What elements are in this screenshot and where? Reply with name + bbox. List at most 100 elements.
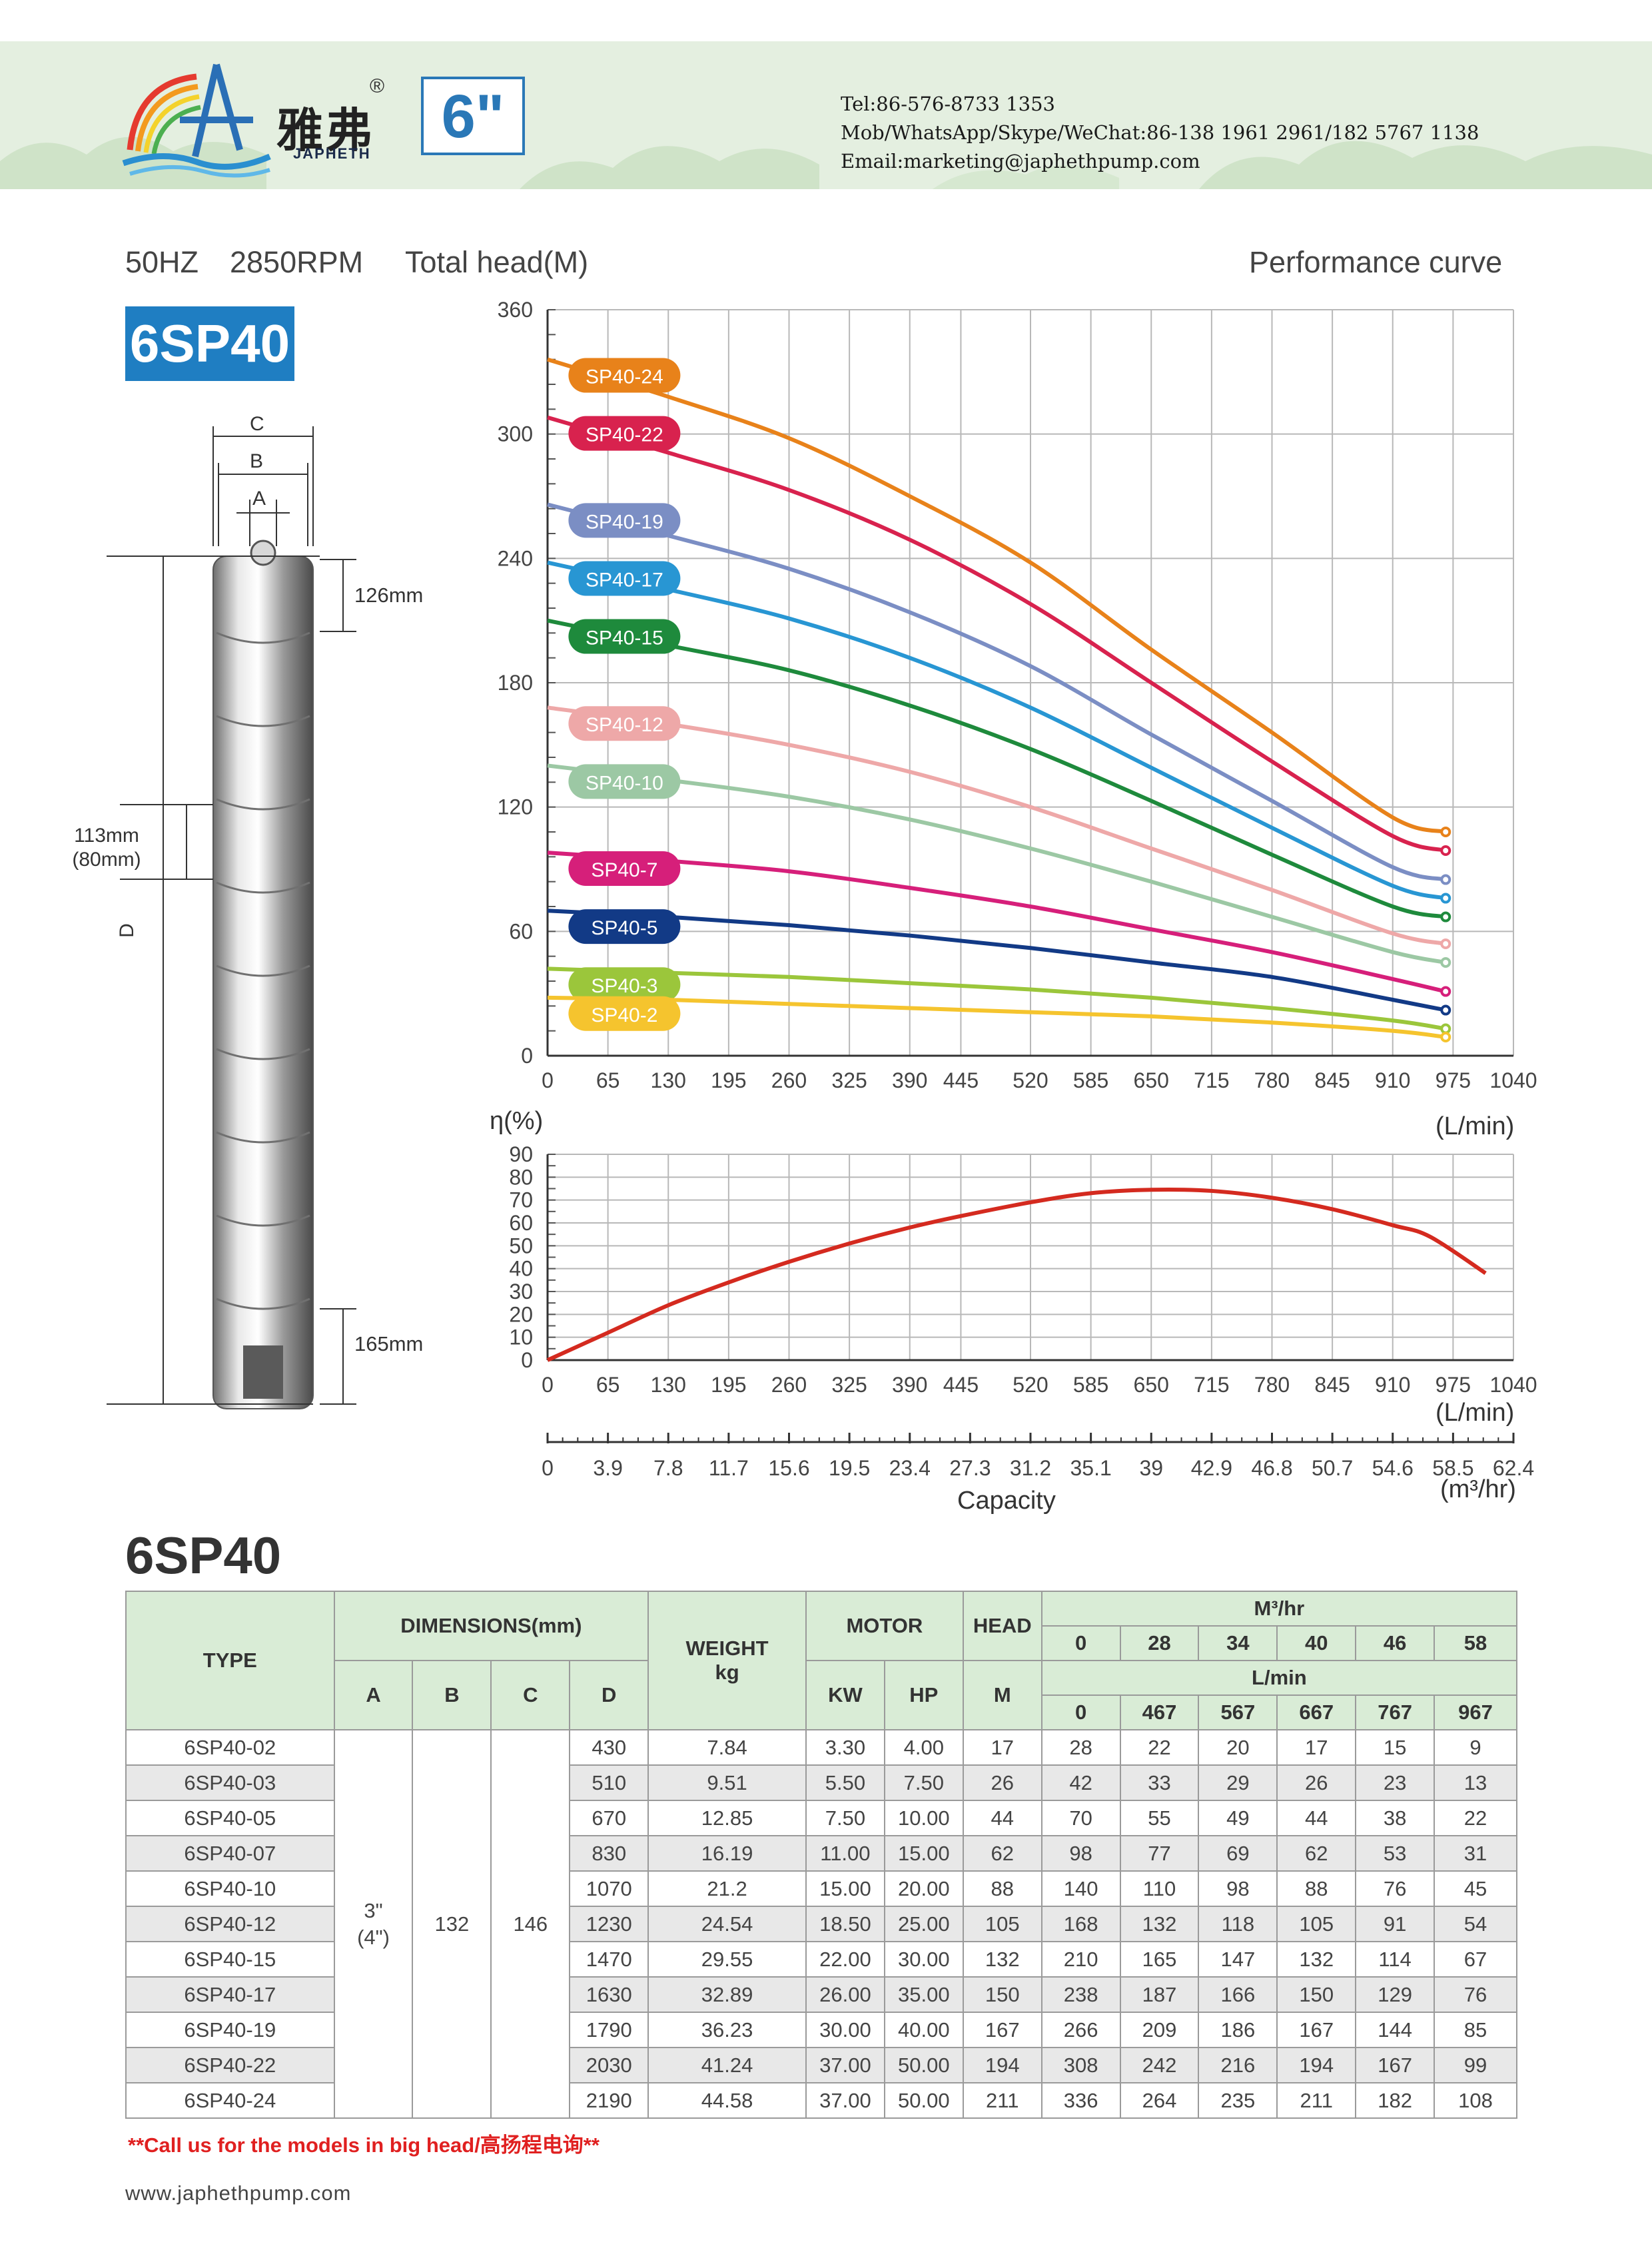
cell-type: 6SP40-17 bbox=[125, 1976, 335, 2013]
cell-flow: 33 bbox=[1119, 1764, 1200, 1801]
cell-weight: 21.2 bbox=[647, 1870, 807, 1907]
table-row: 6SP40-22 2030 41.24 37.00 50.00 194 308 242 216 1… bbox=[125, 2047, 1517, 2083]
cell-flow: 69 bbox=[1198, 1835, 1278, 1872]
head-curve-line bbox=[547, 415, 1447, 853]
cell-flow: 99 bbox=[1434, 2047, 1517, 2083]
contact-mobile: Mob/WhatsApp/Skype/WeChat:86-138 1961 29… bbox=[841, 121, 1479, 144]
dimension-a-label: A bbox=[252, 488, 266, 510]
cell-weight: 16.19 bbox=[647, 1835, 807, 1872]
cell-type: 6SP40-19 bbox=[125, 2012, 335, 2048]
series-label-text: SP40-17 bbox=[586, 569, 663, 591]
efficiency-x-tick-label: 715 bbox=[1194, 1373, 1229, 1397]
efficiency-x-tick-label: 650 bbox=[1134, 1373, 1169, 1397]
efficiency-y-tick-label: 60 bbox=[509, 1211, 533, 1235]
head-x-tick-label: 650 bbox=[1134, 1068, 1169, 1092]
dimension-d-label: D bbox=[115, 923, 138, 938]
table-row: 6SP40-03 510 9.51 5.50 7.50 26 42 33 29 26 23 13 bbox=[125, 1764, 1517, 1801]
head-curve-end-marker bbox=[1440, 1032, 1451, 1042]
head-x-tick-label: 130 bbox=[651, 1068, 686, 1092]
head-y-tick-label: 60 bbox=[509, 919, 533, 943]
frequency-label: 50HZ bbox=[125, 245, 199, 279]
cell-flow: 211 bbox=[1276, 2082, 1357, 2119]
cell-head: 105 bbox=[962, 1906, 1042, 1942]
series-label-text: SP40-15 bbox=[586, 627, 663, 649]
capacity-axis-title: Capacity bbox=[957, 1487, 1056, 1515]
brand-name-english: JAPHETH bbox=[293, 145, 371, 162]
cell-flow: 194 bbox=[1276, 2047, 1357, 2083]
head-curve-line bbox=[547, 851, 1446, 994]
cell-flow: 150 bbox=[1276, 1976, 1357, 2013]
efficiency-x-tick-label: 1040 bbox=[1489, 1373, 1537, 1397]
dimension-c-label: C bbox=[250, 413, 264, 435]
capacity-tick-label: 27.3 bbox=[949, 1456, 991, 1480]
table-row: 6SP40-05 670 12.85 7.50 10.00 44 70 55 49 44 38 22 bbox=[125, 1800, 1517, 1836]
cell-flow: 13 bbox=[1434, 1764, 1517, 1801]
cell-weight: 29.55 bbox=[647, 1941, 807, 1978]
head-x-tick-label: 975 bbox=[1436, 1068, 1471, 1092]
cell-flow: 42 bbox=[1040, 1764, 1121, 1801]
head-x-tick-label: 585 bbox=[1073, 1068, 1108, 1092]
header-dim-a: A bbox=[333, 1660, 414, 1730]
banner-background bbox=[0, 41, 1652, 189]
header-dim-b: B bbox=[412, 1660, 492, 1730]
efficiency-x-tick-label: 845 bbox=[1314, 1373, 1350, 1397]
cell-type: 6SP40-03 bbox=[125, 1764, 335, 1801]
head-x-tick-label: 520 bbox=[1013, 1068, 1048, 1092]
table-row: 6SP40-12 1230 24.54 18.50 25.00 105 168 132 118 1… bbox=[125, 1906, 1517, 1942]
efficiency-y-tick-label: 20 bbox=[509, 1302, 533, 1326]
cell-flow: 31 bbox=[1434, 1835, 1517, 1872]
series-label-badge bbox=[568, 909, 681, 944]
header-hp: HP bbox=[883, 1660, 964, 1730]
capacity-tick-label: 35.1 bbox=[1070, 1456, 1111, 1480]
header-weight-label: WEIGHT bbox=[685, 1637, 769, 1660]
efficiency-x-tick-label: 520 bbox=[1013, 1373, 1048, 1397]
cell-head: 62 bbox=[962, 1835, 1042, 1872]
website-link[interactable]: www.japhethpump.com bbox=[125, 2181, 352, 2205]
cell-flow: 144 bbox=[1355, 2012, 1436, 2048]
cell-hp: 25.00 bbox=[883, 1906, 964, 1942]
header-motor: MOTOR bbox=[805, 1591, 964, 1661]
head-curve-end-marker bbox=[1440, 986, 1451, 997]
header-weight-unit: kg bbox=[715, 1661, 739, 1684]
head-x-tick-label: 445 bbox=[943, 1068, 979, 1092]
efficiency-x-tick-label: 390 bbox=[892, 1373, 927, 1397]
cell-flow: 308 bbox=[1040, 2047, 1121, 2083]
head-x-tick-label: 715 bbox=[1194, 1068, 1229, 1092]
cell-weight: 12.85 bbox=[647, 1800, 807, 1836]
series-label-text: SP40-12 bbox=[586, 714, 663, 736]
efficiency-y-tick-label: 0 bbox=[521, 1348, 533, 1372]
cell-flow: 132 bbox=[1119, 1906, 1200, 1942]
series-label-badge bbox=[568, 996, 681, 1031]
capacity-tick-label: 46.8 bbox=[1251, 1456, 1292, 1480]
series-label-badge bbox=[568, 764, 681, 799]
cell-dim-a-value: 3" bbox=[364, 1898, 383, 1922]
cell-flow: 53 bbox=[1355, 1835, 1436, 1872]
cell-flow: 105 bbox=[1276, 1906, 1357, 1942]
head-x-tick-label: 910 bbox=[1375, 1068, 1410, 1092]
cell-dim-a: 3" (4") bbox=[333, 1729, 414, 2119]
head-curve-end-marker bbox=[1440, 874, 1451, 885]
cell-flow: 264 bbox=[1119, 2082, 1200, 2119]
cell-flow: 209 bbox=[1119, 2012, 1200, 2048]
cell-type: 6SP40-22 bbox=[125, 2047, 335, 2083]
header-flow-lmin-col: 967 bbox=[1434, 1694, 1517, 1730]
header-weight: WEIGHT kg bbox=[647, 1591, 807, 1730]
cell-flow: 44 bbox=[1276, 1800, 1357, 1836]
head-axis-title: Total head(M) bbox=[405, 245, 589, 279]
series-label-text: SP40-24 bbox=[586, 366, 663, 388]
registered-mark: ® bbox=[370, 75, 385, 97]
cell-type: 6SP40-07 bbox=[125, 1835, 335, 1872]
head-curve-line bbox=[547, 909, 1446, 1012]
cell-dim-d: 830 bbox=[569, 1835, 649, 1872]
head-x-tick-label: 845 bbox=[1314, 1068, 1350, 1092]
capacity-tick-label: 23.4 bbox=[889, 1456, 931, 1480]
table-row: 6SP40-19 1790 36.23 30.00 40.00 167 266 209 186 1… bbox=[125, 2012, 1517, 2048]
header-dimensions: DIMENSIONS(mm) bbox=[333, 1591, 649, 1661]
header-flow-lmin-col: 467 bbox=[1119, 1694, 1200, 1730]
table-title: 6SP40 bbox=[125, 1526, 282, 1585]
header-flow-lmin-col: 567 bbox=[1198, 1694, 1278, 1730]
header-flow-lmin-col: 667 bbox=[1276, 1694, 1357, 1730]
cell-hp: 35.00 bbox=[883, 1976, 964, 2013]
series-label-badge bbox=[568, 706, 681, 741]
series-label-badge bbox=[568, 619, 681, 654]
